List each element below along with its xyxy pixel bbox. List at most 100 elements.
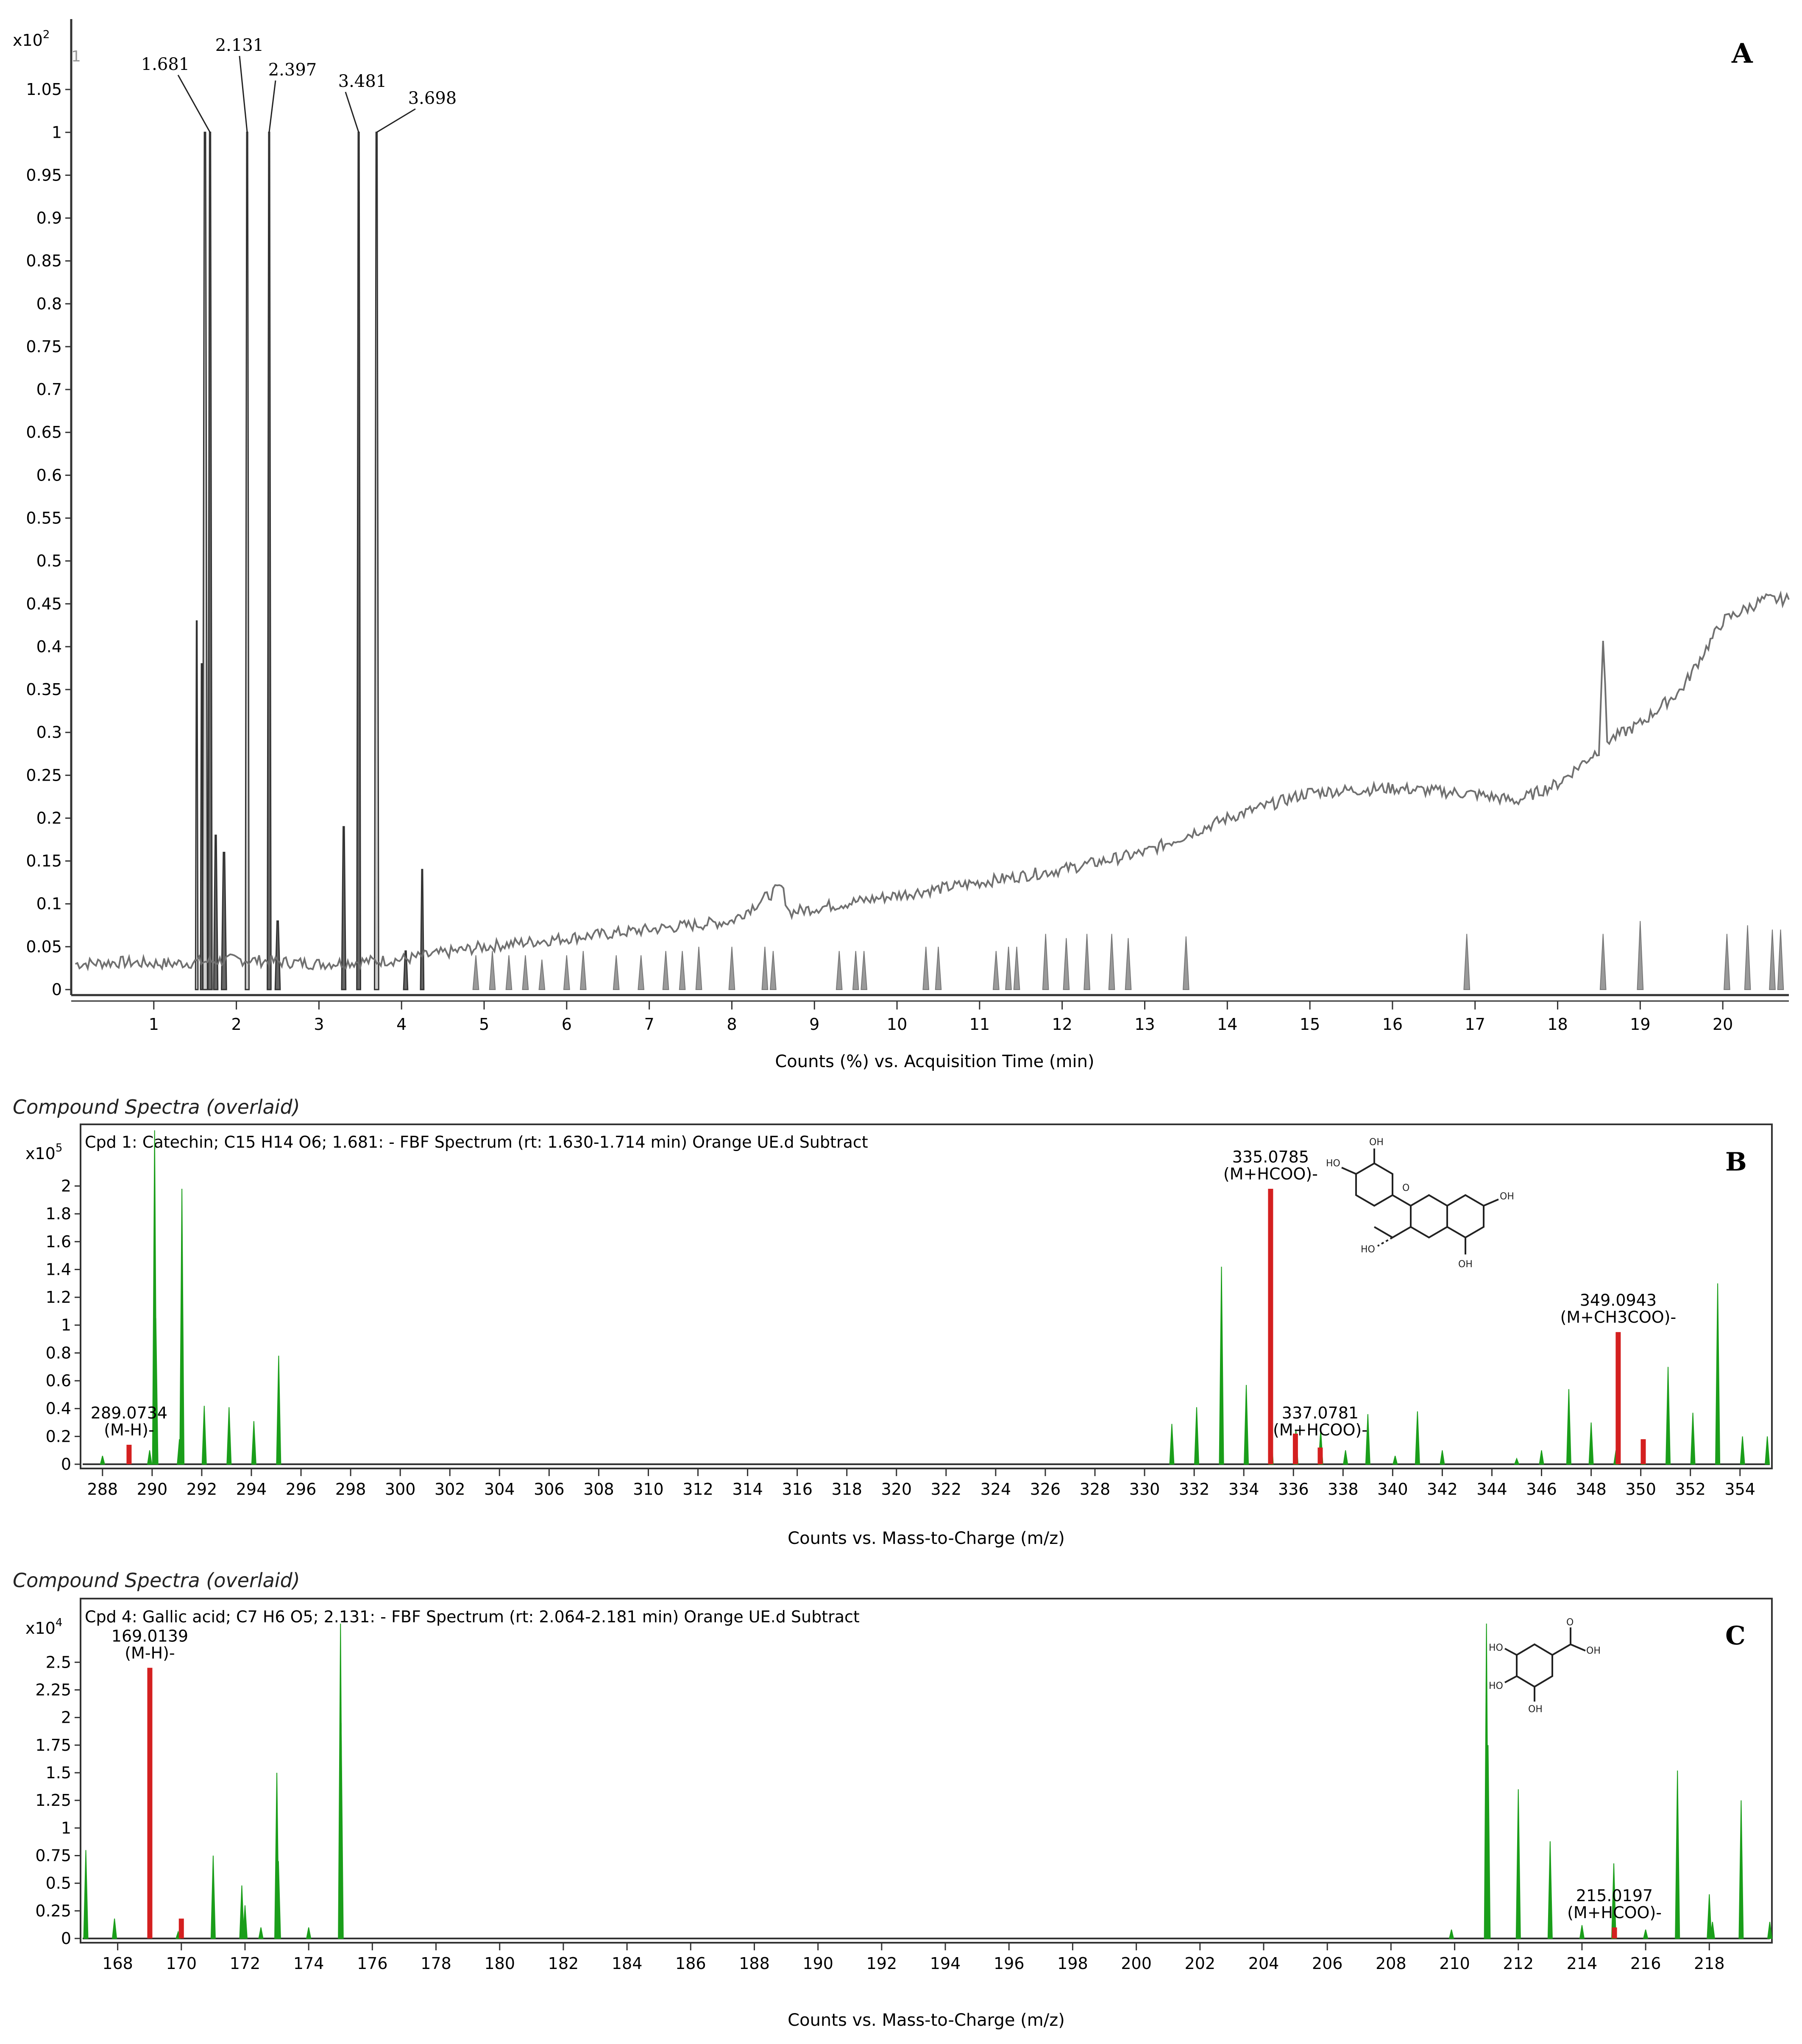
- minor-peak: [1042, 934, 1049, 990]
- panel-b-multiplier: x105: [25, 1142, 62, 1163]
- y-axis: 0 0.2 0.4 0.6 0.8 1 1.2 1.4 1.6 1.8 2: [46, 1176, 81, 1474]
- green-peak: [100, 1456, 106, 1465]
- peak-adduct-label: (M+HCOO)-: [1567, 1903, 1662, 1922]
- chromatogram-trace: [75, 590, 1790, 971]
- x-tick-label: 188: [739, 1954, 770, 1973]
- minor-peak: [538, 959, 546, 990]
- green-peak: [276, 1355, 281, 1465]
- minor-peak: [1108, 934, 1115, 990]
- green-peak: [251, 1421, 256, 1465]
- chromatogram-peak: [341, 826, 347, 990]
- y-tick-label: 0.25: [35, 1902, 71, 1920]
- catechin-structure: [1341, 1149, 1499, 1254]
- green-peak: [1579, 1925, 1585, 1939]
- panel-c-frame: [80, 1598, 1773, 1944]
- chromatogram-peak: [220, 851, 227, 990]
- x-tick-label: 14: [1217, 1015, 1237, 1034]
- y-axis: 0 0.05 0.1 0.15 0.2 0.25 0.3 0.35 0.4 0.45 0.5 0.55…: [26, 19, 72, 999]
- green-peak: [1485, 1745, 1491, 1939]
- x-tick-label: 206: [1312, 1954, 1343, 1973]
- svg-text:HO: HO: [1489, 1643, 1503, 1653]
- y-tick-label: 0.2: [46, 1427, 71, 1446]
- red-peak: [126, 1445, 132, 1464]
- chromatogram-panel: x102 1 A 0 0.05 0.1 0.15 0.2 0.25 0.3 0.35 0.4 0.…: [13, 19, 1790, 1071]
- panel-b-header: Cpd 1: Catechin; C15 H14 O6; 1.681: - FB…: [85, 1133, 868, 1151]
- peak-leader-line: [239, 56, 248, 133]
- x-tick-label: 13: [1134, 1015, 1155, 1034]
- y-tick-label: 0.6: [36, 466, 62, 484]
- y-axis: 0 0.25 0.5 0.75 1 1.25 1.5 1.75 2 2.25 2.5: [35, 1653, 81, 1948]
- chromatogram-peak: [207, 131, 213, 990]
- y-tick-label: 0.25: [26, 766, 62, 784]
- y-tick-label: 0.05: [26, 937, 62, 956]
- green-peak: [1547, 1841, 1553, 1939]
- svg-text:HO: HO: [1326, 1158, 1340, 1169]
- x-tick-label: 216: [1630, 1954, 1661, 1973]
- minor-peak: [679, 951, 686, 990]
- x-tick-label: 316: [782, 1480, 813, 1499]
- x-tick-label: 190: [802, 1954, 833, 1973]
- minor-peak: [1183, 936, 1189, 990]
- x-tick-label: 322: [931, 1480, 962, 1499]
- green-peak: [210, 1855, 216, 1939]
- minor-peak: [852, 951, 859, 990]
- x-tick-label: 17: [1465, 1015, 1485, 1034]
- x-tick-label: 11: [969, 1015, 990, 1034]
- spectrum-annotations: 169.0139(M-H)- 215.0197(M+HCOO)-: [111, 1627, 1662, 1922]
- x-tick-label: 9: [809, 1015, 819, 1034]
- peak-adduct-label: (M+CH3COO)-: [1560, 1308, 1677, 1327]
- x-tick-label: 5: [479, 1015, 489, 1034]
- x-tick-label: 174: [293, 1954, 324, 1973]
- chromatogram-peak: [213, 834, 219, 990]
- chromatogram-peak: [356, 131, 362, 990]
- y-tick-label: 0.75: [35, 1846, 71, 1865]
- chromatogram-peak: [200, 663, 204, 990]
- x-tick-label: 182: [548, 1954, 579, 1973]
- svg-text:OH: OH: [1369, 1137, 1384, 1148]
- y-tick-label: 0.15: [26, 852, 62, 870]
- peak-label: 2.397: [268, 60, 317, 80]
- panel-c-x-label: Counts vs. Mass-to-Charge (m/z): [788, 2011, 1065, 2030]
- minor-peak: [522, 955, 529, 990]
- y-tick-label: 1: [61, 1316, 71, 1335]
- green-peak: [179, 1189, 185, 1465]
- svg-text:OH: OH: [1528, 1704, 1543, 1715]
- minor-peak: [1744, 925, 1751, 990]
- minor-peak: [1777, 929, 1784, 990]
- minor-peak: [922, 946, 930, 990]
- x-tick-label: 348: [1576, 1480, 1607, 1499]
- green-peak: [1515, 1789, 1521, 1939]
- minor-peak: [1769, 929, 1776, 990]
- x-tick-label: 214: [1567, 1954, 1598, 1973]
- green-peak: [1169, 1424, 1175, 1465]
- x-tick-label: 170: [166, 1954, 197, 1973]
- green-peak: [1765, 1436, 1770, 1465]
- x-tick-label: 16: [1382, 1015, 1403, 1034]
- x-tick-label: 318: [831, 1480, 862, 1499]
- minor-peak: [563, 955, 570, 990]
- panel-c-label: C: [1725, 1621, 1746, 1651]
- peak-mz-label: 349.0943: [1580, 1291, 1657, 1310]
- peak-adduct-label: (M-H)-: [104, 1421, 154, 1439]
- x-tick-label: 350: [1625, 1480, 1656, 1499]
- minor-peak: [472, 955, 479, 990]
- minor-peak: [769, 951, 777, 990]
- minor-peak: [1013, 946, 1020, 990]
- spectrum-green-peaks: [83, 1624, 1773, 1939]
- y-tick-label: 0.75: [26, 337, 62, 356]
- panel-c-section-title: Compound Spectra (overlaid): [13, 1569, 300, 1592]
- x-tick-label: 19: [1630, 1015, 1650, 1034]
- x-tick-label: 200: [1121, 1954, 1152, 1973]
- x-tick-label: 20: [1713, 1015, 1733, 1034]
- x-tick-label: 298: [335, 1480, 366, 1499]
- minor-peak: [579, 951, 587, 990]
- green-peak: [1643, 1929, 1649, 1939]
- minor-peak: [1599, 934, 1607, 990]
- peak-label: 1.681: [141, 55, 190, 74]
- x-tick-label: 2: [231, 1015, 242, 1034]
- spectrum-red-peaks: [147, 1668, 1617, 1938]
- x-tick-label: 208: [1376, 1954, 1407, 1973]
- red-peak: [1612, 1927, 1617, 1938]
- x-tick-label: 342: [1427, 1480, 1458, 1499]
